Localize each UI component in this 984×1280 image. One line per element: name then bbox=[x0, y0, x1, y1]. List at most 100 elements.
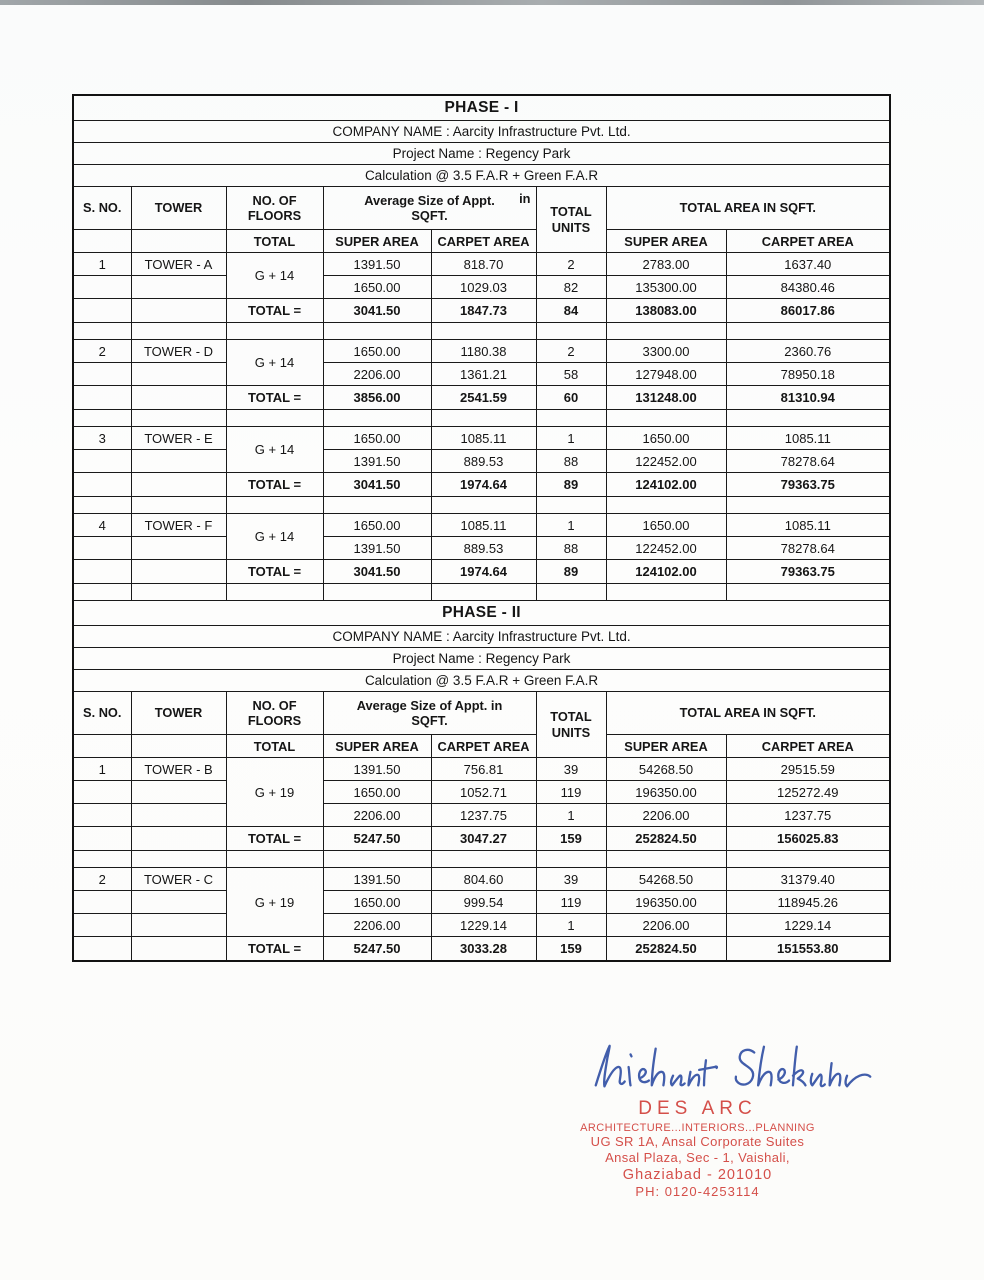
total-carpet-area-cell: 1085.11 bbox=[725, 513, 891, 537]
project-name: Project Name : Regency Park bbox=[72, 647, 891, 670]
tower-total-row: TOTAL = 3856.00 2541.59 60 131248.00 81310.94 bbox=[72, 385, 891, 410]
phase-title-row: PHASE - I bbox=[72, 94, 891, 121]
grand-carpet-area-cell: 79363.75 bbox=[725, 559, 891, 584]
grand-super-area-cell: 252824.50 bbox=[605, 826, 727, 851]
grand-super-area-cell: 124102.00 bbox=[605, 472, 727, 497]
tower-total-row: TOTAL = 3041.50 1974.64 89 124102.00 79363.75 bbox=[72, 559, 891, 584]
super-area-cell: 1650.00 bbox=[322, 513, 432, 537]
serial-number-cell bbox=[72, 385, 132, 410]
total-carpet-area-sum-cell: 1974.64 bbox=[430, 559, 537, 584]
col-header-total-area: TOTAL AREA IN SQFT. bbox=[605, 186, 891, 230]
col-header-avg-size: Average Size of Appt. in SQFT. bbox=[322, 186, 537, 230]
serial-number-cell bbox=[72, 780, 132, 804]
carpet-area-cell: 1085.11 bbox=[430, 426, 537, 450]
carpet-area-cell: 889.53 bbox=[430, 536, 537, 560]
separator-cell bbox=[130, 496, 227, 514]
carpet-area-cell: 1237.75 bbox=[430, 803, 537, 827]
serial-number-cell: 3 bbox=[72, 426, 132, 450]
separator-row bbox=[72, 322, 891, 340]
project-row: Project Name : Regency Park bbox=[72, 142, 891, 165]
floors-cell: G + 14 bbox=[225, 426, 324, 473]
super-area-cell: 2206.00 bbox=[322, 803, 432, 827]
tower-name-cell bbox=[130, 780, 227, 804]
total-units-sum-cell: 159 bbox=[535, 936, 607, 962]
total-units-cell: 1 bbox=[535, 513, 607, 537]
carpet-area-cell: 1229.14 bbox=[430, 913, 537, 937]
col-header-avg-size: Average Size of Appt. in SQFT. bbox=[322, 691, 537, 735]
grand-carpet-area-cell: 81310.94 bbox=[725, 385, 891, 410]
tower-total-row: TOTAL = 5247.50 3033.28 159 252824.50 151553.… bbox=[72, 936, 891, 962]
floors-cell: G + 19 bbox=[225, 757, 324, 827]
company-row: COMPANY NAME : Aarcity Infrastructure Pv… bbox=[72, 625, 891, 648]
total-super-area-sum-cell: 3041.50 bbox=[322, 559, 432, 584]
empty-header-cell bbox=[130, 229, 227, 253]
calculation-note: Calculation @ 3.5 F.A.R + Green F.A.R bbox=[72, 164, 891, 187]
subheader-carpet-area-total: CARPET AREA bbox=[725, 229, 891, 253]
total-carpet-area-cell: 2360.76 bbox=[725, 339, 891, 363]
separator-cell bbox=[605, 322, 727, 340]
subheader-total: TOTAL bbox=[225, 229, 324, 253]
total-carpet-area-cell: 31379.40 bbox=[725, 867, 891, 891]
tower-name-cell: TOWER - B bbox=[130, 757, 227, 781]
serial-number-cell bbox=[72, 913, 132, 937]
super-area-cell: 1650.00 bbox=[322, 275, 432, 299]
total-super-area-cell: 122452.00 bbox=[605, 536, 727, 560]
project-row: Project Name : Regency Park bbox=[72, 647, 891, 670]
total-label-cell: TOTAL = bbox=[225, 559, 324, 584]
total-units-cell: 88 bbox=[535, 449, 607, 473]
separator-cell bbox=[725, 496, 891, 514]
total-units-sum-cell: 89 bbox=[535, 559, 607, 584]
total-carpet-area-cell: 29515.59 bbox=[725, 757, 891, 781]
tower-name-cell bbox=[130, 449, 227, 473]
separator-cell bbox=[322, 322, 432, 340]
carpet-area-cell: 999.54 bbox=[430, 890, 537, 914]
total-label-cell: TOTAL = bbox=[225, 298, 324, 323]
serial-number-cell bbox=[72, 362, 132, 386]
grand-super-area-cell: 124102.00 bbox=[605, 559, 727, 584]
total-carpet-area-cell: 1637.40 bbox=[725, 252, 891, 276]
total-units-sum-cell: 159 bbox=[535, 826, 607, 851]
total-carpet-area-cell: 84380.46 bbox=[725, 275, 891, 299]
serial-number-cell bbox=[72, 449, 132, 473]
total-carpet-area-cell: 78950.18 bbox=[725, 362, 891, 386]
tower-name-cell bbox=[130, 826, 227, 851]
company-name: COMPANY NAME : Aarcity Infrastructure Pv… bbox=[72, 625, 891, 648]
avg-size-label: Average Size of Appt. bbox=[364, 192, 495, 208]
separator-cell bbox=[535, 322, 607, 340]
total-super-area-cell: 196350.00 bbox=[605, 780, 727, 804]
super-area-cell: 1650.00 bbox=[322, 780, 432, 804]
tower-name-cell: TOWER - D bbox=[130, 339, 227, 363]
tower-data-row: 1650.00 1052.71 119 196350.00 125272.49 bbox=[72, 780, 891, 804]
subheader-carpet-area: CARPET AREA bbox=[430, 229, 537, 253]
carpet-area-cell: 818.70 bbox=[430, 252, 537, 276]
serial-number-cell bbox=[72, 275, 132, 299]
carpet-area-cell: 756.81 bbox=[430, 757, 537, 781]
serial-number-cell bbox=[72, 803, 132, 827]
subheader-carpet-area: CARPET AREA bbox=[430, 734, 537, 758]
serial-number-cell bbox=[72, 936, 132, 962]
total-units-cell: 2 bbox=[535, 339, 607, 363]
phase-section: PHASE - I COMPANY NAME : Aarcity Infrast… bbox=[72, 94, 891, 601]
signature-ink bbox=[594, 1044, 872, 1088]
subheader-super-area: SUPER AREA bbox=[322, 734, 432, 758]
total-units-cell: 39 bbox=[535, 867, 607, 891]
floors-cell: G + 19 bbox=[225, 867, 324, 937]
separator-cell bbox=[130, 850, 227, 868]
serial-number-cell: 2 bbox=[72, 339, 132, 363]
separator-cell bbox=[322, 850, 432, 868]
phase-title: PHASE - I bbox=[72, 94, 891, 121]
separator-cell bbox=[225, 496, 324, 514]
header-row-2: TOTAL SUPER AREA CARPET AREA SUPER AREA … bbox=[72, 734, 891, 758]
total-label-cell: TOTAL = bbox=[225, 826, 324, 851]
separator-cell bbox=[535, 583, 607, 601]
col-header-tower: TOWER bbox=[130, 186, 227, 230]
serial-number-cell bbox=[72, 559, 132, 584]
grand-super-area-cell: 252824.50 bbox=[605, 936, 727, 962]
tower-total-row: TOTAL = 5247.50 3047.27 159 252824.50 156025.… bbox=[72, 826, 891, 851]
handwritten-signature bbox=[594, 1044, 872, 1088]
serial-number-cell bbox=[72, 536, 132, 560]
total-carpet-area-cell: 1085.11 bbox=[725, 426, 891, 450]
